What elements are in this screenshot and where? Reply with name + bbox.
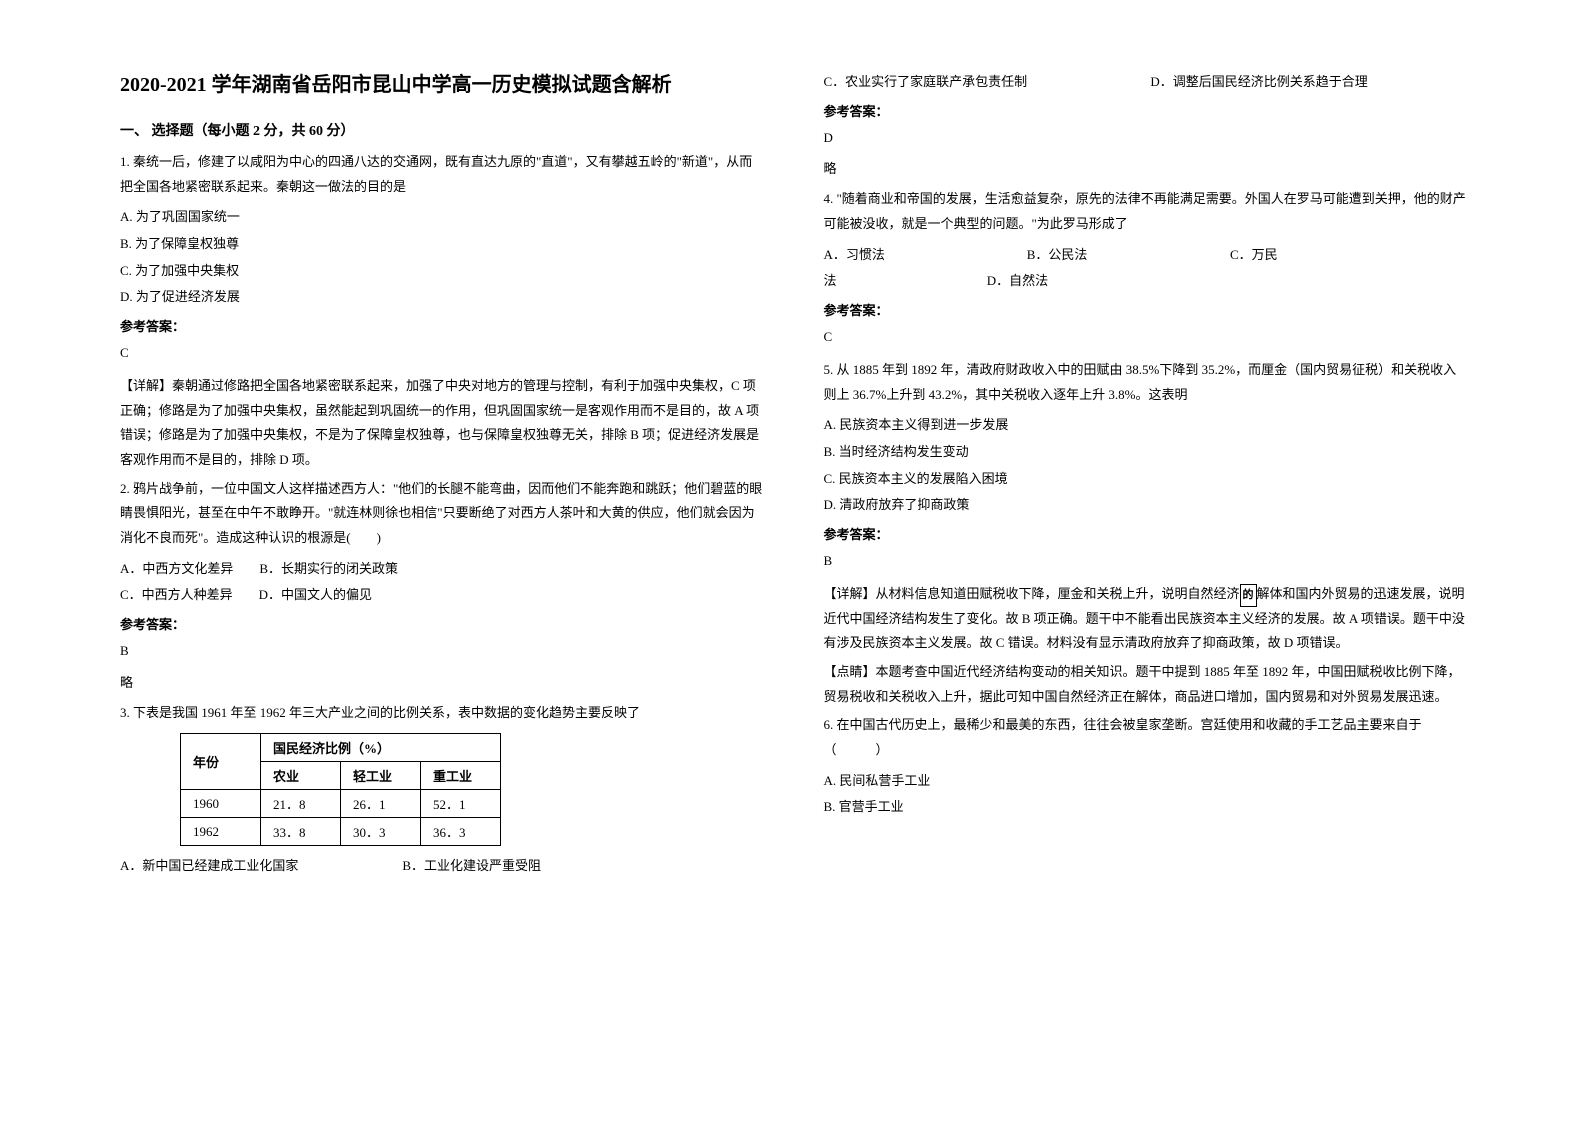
section-heading: 一、 选择题（每小题 2 分，共 60 分） (120, 120, 764, 140)
q5-explain1: 【详解】从材料信息知道田赋税收下降，厘金和关税上升，说明自然经济的解体和国内外贸… (824, 582, 1468, 656)
table-row: 1960 21．8 26．1 52．1 (181, 790, 501, 818)
q4-opt-c-part1: C．万民 (1230, 247, 1278, 262)
page-title: 2020-2021 学年湖南省岳阳市昆山中学高一历史模拟试题含解析 (120, 70, 764, 100)
td-val: 30．3 (341, 818, 421, 846)
boxed-char-icon: 的 (1240, 584, 1257, 607)
q1-stem: 1. 秦统一后，修建了以咸阳为中心的四通八达的交通网，既有直达九原的"直道"，又… (120, 150, 764, 199)
q4-opt-b: B．公民法 (1027, 243, 1227, 268)
q2-answer-label: 参考答案： (120, 614, 764, 633)
q1-answer: C (120, 341, 764, 366)
q4-opt-a: A．习惯法 (824, 243, 1024, 268)
q3-table: 年份 国民经济比例（%） 农业 轻工业 重工业 1960 21．8 26．1 5… (180, 733, 501, 846)
th-year: 年份 (181, 734, 261, 790)
td-val: 36．3 (421, 818, 501, 846)
q1-opt-a: A. 为了巩固国家统一 (120, 205, 764, 230)
td-val: 26．1 (341, 790, 421, 818)
q2-skip: 略 (120, 672, 764, 691)
q3-opts-ab: A．新中国已经建成工业化国家 B．工业化建设严重受阻 (120, 854, 764, 879)
q1-opt-c: C. 为了加强中央集权 (120, 259, 764, 284)
table-row: 1962 33．8 30．3 36．3 (181, 818, 501, 846)
q6-stem: 6. 在中国古代历史上，最稀少和最美的东西，往往会被皇家垄断。宫廷使用和收藏的手… (824, 713, 1468, 762)
q5-opt-b: B. 当时经济结构发生变动 (824, 440, 1468, 465)
q3-answer: D (824, 126, 1468, 151)
q2-opts-row2: C．中西方人种差异 D．中国文人的偏见 (120, 583, 764, 608)
q4-opt-c-part2: 法 (824, 269, 984, 294)
th-col: 重工业 (421, 762, 501, 790)
q5-opt-c: C. 民族资本主义的发展陷入困境 (824, 467, 1468, 492)
q2-answer: B (120, 639, 764, 664)
q4-answer-label: 参考答案： (824, 300, 1468, 319)
q4-opt-d: D．自然法 (987, 273, 1048, 288)
q1-opt-b: B. 为了保障皇权独尊 (120, 232, 764, 257)
td-val: 33．8 (261, 818, 341, 846)
q2-stem: 2. 鸦片战争前，一位中国文人这样描述西方人："他们的长腿不能弯曲，因而他们不能… (120, 477, 764, 551)
td-val: 21．8 (261, 790, 341, 818)
q5-stem: 5. 从 1885 年到 1892 年，清政府财政收入中的田赋由 38.5%下降… (824, 358, 1468, 407)
q3-answer-label: 参考答案： (824, 101, 1468, 120)
q4-answer: C (824, 325, 1468, 350)
q5-opt-d: D. 清政府放弃了抑商政策 (824, 493, 1468, 518)
th-col: 轻工业 (341, 762, 421, 790)
q6-opt-b: B. 官营手工业 (824, 795, 1468, 820)
th-col: 农业 (261, 762, 341, 790)
q3-stem: 3. 下表是我国 1961 年至 1962 年三大产业之间的比例关系，表中数据的… (120, 701, 764, 726)
q5-answer-label: 参考答案： (824, 524, 1468, 543)
td-val: 52．1 (421, 790, 501, 818)
q5-opt-a: A. 民族资本主义得到进一步发展 (824, 413, 1468, 438)
q1-explain: 【详解】秦朝通过修路把全国各地紧密联系起来，加强了中央对地方的管理与控制，有利于… (120, 374, 764, 473)
q4-stem: 4. "随着商业和帝国的发展，生活愈益复杂，原先的法律不再能满足需要。外国人在罗… (824, 187, 1468, 236)
q3-opts-cd: C．农业实行了家庭联产承包责任制 D．调整后国民经济比例关系趋于合理 (824, 70, 1468, 95)
q3-opt-d: D．调整后国民经济比例关系趋于合理 (1150, 74, 1367, 89)
q2-opts-row1: A．中西方文化差异 B．长期实行的闭关政策 (120, 557, 764, 582)
q5-answer: B (824, 549, 1468, 574)
q3-opt-c: C．农业实行了家庭联产承包责任制 (824, 70, 1028, 95)
q1-answer-label: 参考答案： (120, 316, 764, 335)
q1-opt-d: D. 为了促进经济发展 (120, 285, 764, 310)
q3-skip: 略 (824, 158, 1468, 177)
q4-opts-row2: 法 D．自然法 (824, 269, 1468, 294)
q6-opt-a: A. 民间私营手工业 (824, 769, 1468, 794)
q4-opts-row1: A．习惯法 B．公民法 C．万民 (824, 243, 1468, 268)
q5-explain2: 【点睛】本题考查中国近代经济结构变动的相关知识。题干中提到 1885 年至 18… (824, 660, 1468, 709)
q5-explain1a: 【详解】从材料信息知道田赋税收下降，厘金和关税上升，说明自然经济 (824, 586, 1240, 601)
td-year: 1960 (181, 790, 261, 818)
td-year: 1962 (181, 818, 261, 846)
th-group: 国民经济比例（%） (261, 734, 501, 762)
table-row: 年份 国民经济比例（%） (181, 734, 501, 762)
